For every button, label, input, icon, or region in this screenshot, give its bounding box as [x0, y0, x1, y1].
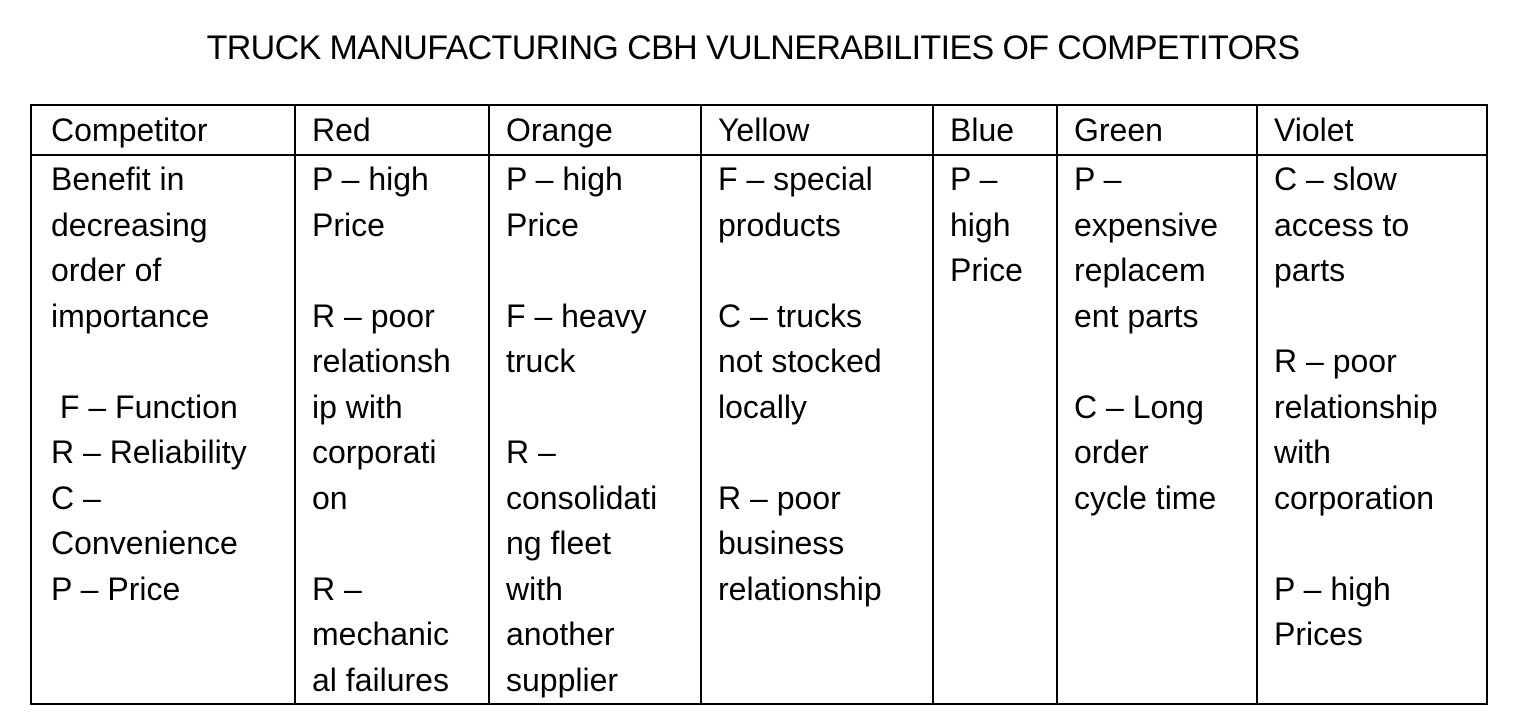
- cell-line: [1274, 294, 1478, 340]
- header-row: Competitor Red Orange Yellow Blue Green …: [30, 104, 1488, 156]
- cell-line: on: [312, 479, 348, 516]
- cell-line: al failures: [312, 661, 449, 698]
- cell-line: C – slow: [1274, 161, 1397, 197]
- cell-line: corporati: [312, 434, 437, 470]
- cell-line: ng fleet: [506, 525, 611, 561]
- header-yellow: Yellow: [700, 104, 934, 156]
- cell-line: with: [506, 570, 563, 607]
- cell-line: [51, 339, 286, 385]
- cell-line: P –: [1074, 161, 1122, 197]
- header-blue: Blue: [932, 104, 1058, 156]
- cell-green: P – expensive replacem ent parts C – Lon…: [1056, 154, 1258, 705]
- cell-line: access to: [1274, 206, 1410, 243]
- cell-line: consolidati: [506, 479, 658, 516]
- cell-line: R –: [312, 570, 362, 607]
- cell-line: order of: [51, 252, 162, 288]
- cell-line: [718, 430, 924, 476]
- cell-line: R – poor: [312, 297, 435, 334]
- cell-line: corporation: [1274, 479, 1435, 516]
- header-orange: Orange: [488, 104, 702, 156]
- cell-line: F – heavy: [506, 297, 647, 334]
- cell-line: relationship: [1274, 388, 1438, 425]
- cell-line: R –: [506, 434, 556, 470]
- header-green: Green: [1056, 104, 1258, 156]
- cell-line: [1074, 339, 1248, 385]
- header-competitor: Competitor: [30, 104, 296, 156]
- cell-line: with: [1274, 434, 1331, 470]
- cell-line: ip with: [312, 388, 403, 425]
- cell-line: P – high: [506, 161, 623, 197]
- cell-line: R – poor: [718, 479, 841, 516]
- cell-line: [718, 248, 924, 294]
- cell-blue: P – high Price: [932, 154, 1058, 705]
- document-title: TRUCK MANUFACTURING CBH VULNERABILITIES …: [206, 29, 1300, 67]
- cell-line: business: [718, 525, 845, 561]
- cell-line: R – poor: [1274, 343, 1397, 379]
- cell-line: order: [1074, 434, 1149, 470]
- cell-line: C – Long: [1074, 388, 1204, 425]
- cell-line: F – Function: [51, 388, 238, 425]
- cell-line: ent parts: [1074, 297, 1199, 334]
- cell-line: Benefit in: [51, 161, 185, 197]
- cell-line: Price: [312, 206, 385, 243]
- table-row: Benefit in decreasing order of importanc…: [30, 154, 1488, 705]
- cell-line: products: [718, 206, 841, 243]
- cell-line: decreasing: [51, 206, 208, 243]
- cell-line: supplier: [506, 661, 619, 698]
- cell-line: Convenience: [51, 525, 238, 561]
- cell-line: [506, 385, 692, 431]
- cell-line: [1274, 521, 1478, 567]
- cell-line: C – trucks: [718, 297, 863, 334]
- cell-line: not stocked: [718, 343, 882, 379]
- cell-line: expensive: [1074, 206, 1219, 243]
- cell-line: parts: [1274, 252, 1346, 288]
- cell-line: Prices: [1274, 616, 1363, 652]
- cell-line: Price: [506, 206, 579, 243]
- cell-line: importance: [51, 297, 210, 334]
- cell-line: another: [506, 616, 615, 652]
- cell-orange: P – high Price F – heavy truck R – conso…: [488, 154, 702, 705]
- competitor-vulnerabilities-table: Competitor Red Orange Yellow Blue Green …: [30, 104, 1488, 705]
- cell-line: high: [950, 206, 1011, 243]
- cell-line: [312, 248, 480, 294]
- cell-red: P – high Price R – poor relationsh ip wi…: [294, 154, 490, 705]
- cell-line: Price: [950, 252, 1023, 288]
- cell-competitor: Benefit in decreasing order of importanc…: [30, 154, 296, 705]
- cell-line: C –: [51, 479, 101, 516]
- cell-line: P – high: [312, 161, 429, 197]
- cell-line: [506, 248, 692, 294]
- cell-line: truck: [506, 343, 576, 379]
- cell-line: P – Price: [51, 570, 181, 607]
- cell-line: relationsh: [312, 343, 451, 379]
- header-violet: Violet: [1256, 104, 1488, 156]
- cell-line: cycle time: [1074, 479, 1217, 516]
- cell-yellow: F – special products C – trucks not stoc…: [700, 154, 934, 705]
- cell-line: P –: [950, 161, 998, 197]
- header-red: Red: [294, 104, 490, 156]
- cell-line: P – high: [1274, 570, 1391, 607]
- cell-line: F – special: [718, 161, 873, 197]
- cell-line: R – Reliability: [51, 434, 247, 470]
- cell-violet: C – slow access to parts R – poor relati…: [1256, 154, 1488, 705]
- cell-line: locally: [718, 388, 807, 425]
- cell-line: [312, 521, 480, 567]
- cell-line: relationship: [718, 570, 882, 607]
- cell-line: replacem: [1074, 252, 1206, 288]
- cell-line: mechanic: [312, 616, 449, 652]
